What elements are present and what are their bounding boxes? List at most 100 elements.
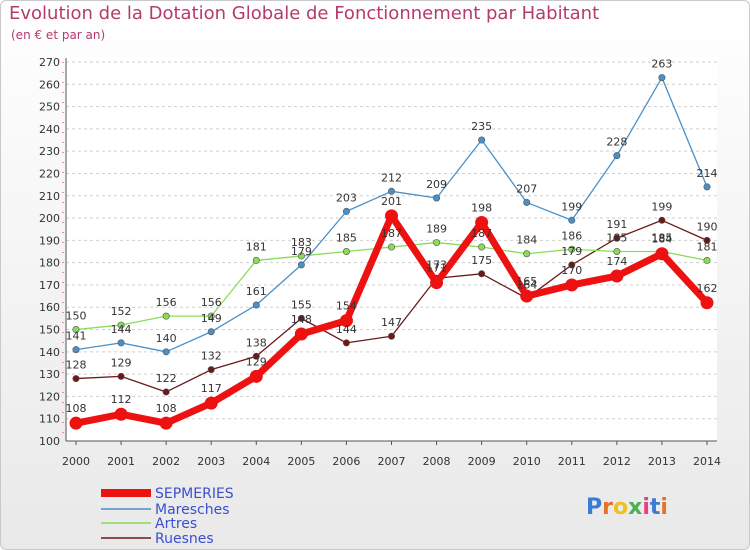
data-label: 154 xyxy=(336,300,357,313)
data-label: 108 xyxy=(66,402,87,415)
data-point xyxy=(520,289,534,303)
y-tick-label: 180 xyxy=(39,257,60,270)
data-label: 207 xyxy=(516,182,537,195)
data-label: 187 xyxy=(471,227,492,240)
data-point xyxy=(703,236,711,244)
data-label: 161 xyxy=(246,285,267,298)
data-label: 112 xyxy=(111,393,132,406)
y-tick-label: 120 xyxy=(39,390,60,403)
data-label: 184 xyxy=(516,234,537,247)
y-tick-label: 230 xyxy=(39,145,60,158)
data-label: 155 xyxy=(291,298,312,311)
data-point xyxy=(613,152,621,160)
chart-title: Evolution de la Dotation Globale de Fonc… xyxy=(9,3,600,24)
y-tick-label: 220 xyxy=(39,167,60,180)
data-point xyxy=(342,339,350,347)
x-tick-label: 2000 xyxy=(62,455,90,468)
data-label: 129 xyxy=(246,355,267,368)
logo-letter: r xyxy=(602,495,613,520)
data-label: 165 xyxy=(516,275,537,288)
data-point xyxy=(342,248,350,256)
logo-letter: i xyxy=(660,495,668,520)
data-point xyxy=(475,216,489,230)
data-point xyxy=(207,328,215,336)
legend-label: SEPMERIES xyxy=(155,486,234,502)
data-point xyxy=(207,366,215,374)
logo-letter: o xyxy=(613,495,628,520)
data-point xyxy=(565,278,579,292)
x-tick-label: 2012 xyxy=(603,455,631,468)
data-label: 186 xyxy=(561,229,582,242)
data-label: 189 xyxy=(426,223,447,236)
data-label: 184 xyxy=(651,233,672,246)
data-point xyxy=(523,198,531,206)
y-tick-label: 260 xyxy=(39,78,60,91)
data-label: 199 xyxy=(651,200,672,213)
data-point xyxy=(297,261,305,269)
data-label: 179 xyxy=(291,245,312,258)
data-point xyxy=(342,207,350,215)
data-label: 122 xyxy=(156,372,177,385)
data-point xyxy=(387,332,395,340)
x-tick-label: 2014 xyxy=(693,455,721,468)
data-label: 144 xyxy=(336,323,357,336)
data-label: 181 xyxy=(246,240,267,253)
data-label: 201 xyxy=(381,195,402,208)
data-label: 148 xyxy=(291,313,312,326)
data-label: 185 xyxy=(651,232,672,245)
x-tick-label: 2001 xyxy=(107,455,135,468)
data-point xyxy=(72,375,80,383)
data-point xyxy=(610,269,624,283)
data-label: 171 xyxy=(426,262,447,275)
data-point xyxy=(478,243,486,251)
data-label: 187 xyxy=(381,227,402,240)
data-point xyxy=(117,339,125,347)
data-label: 212 xyxy=(381,171,402,184)
data-point xyxy=(69,416,83,430)
data-label: 263 xyxy=(651,58,672,71)
x-tick-label: 2009 xyxy=(468,455,496,468)
data-label: 181 xyxy=(697,240,718,253)
data-label: 175 xyxy=(471,254,492,267)
data-label: 129 xyxy=(111,356,132,369)
y-tick-label: 160 xyxy=(39,301,60,314)
data-label: 144 xyxy=(111,323,132,336)
data-label: 108 xyxy=(156,402,177,415)
data-label: 235 xyxy=(471,120,492,133)
data-label: 183 xyxy=(291,236,312,249)
data-label: 179 xyxy=(561,245,582,258)
data-point xyxy=(252,256,260,264)
data-point xyxy=(294,327,308,341)
data-point xyxy=(387,187,395,195)
data-label: 185 xyxy=(606,232,627,245)
x-tick-label: 2013 xyxy=(648,455,676,468)
data-point xyxy=(252,352,260,360)
data-point xyxy=(568,261,576,269)
x-tick-label: 2007 xyxy=(378,455,406,468)
logo-letter: t xyxy=(650,495,661,520)
axes: 100 110 120 130 140 150 160 170 180 190 200 210 220 2… xyxy=(39,56,721,468)
data-label: 140 xyxy=(156,332,177,345)
data-label: 128 xyxy=(66,359,87,372)
data-point xyxy=(433,194,441,202)
data-point xyxy=(703,183,711,191)
logo-text: Proxiti xyxy=(586,495,668,520)
series-layer xyxy=(69,74,714,430)
data-label: 174 xyxy=(606,255,627,268)
y-tick-label: 100 xyxy=(39,435,60,448)
data-point xyxy=(162,312,170,320)
x-tick-label: 2005 xyxy=(287,455,315,468)
data-point xyxy=(297,252,305,260)
data-label: 191 xyxy=(606,218,627,231)
data-point xyxy=(703,256,711,264)
chart-subtitle: (en € et par an) xyxy=(11,28,106,42)
grid xyxy=(66,58,717,442)
data-point xyxy=(433,239,441,247)
x-tick-label: 2008 xyxy=(423,455,451,468)
data-label: 209 xyxy=(426,178,447,191)
data-label: 203 xyxy=(336,191,357,204)
logo-letter: x xyxy=(628,495,642,520)
